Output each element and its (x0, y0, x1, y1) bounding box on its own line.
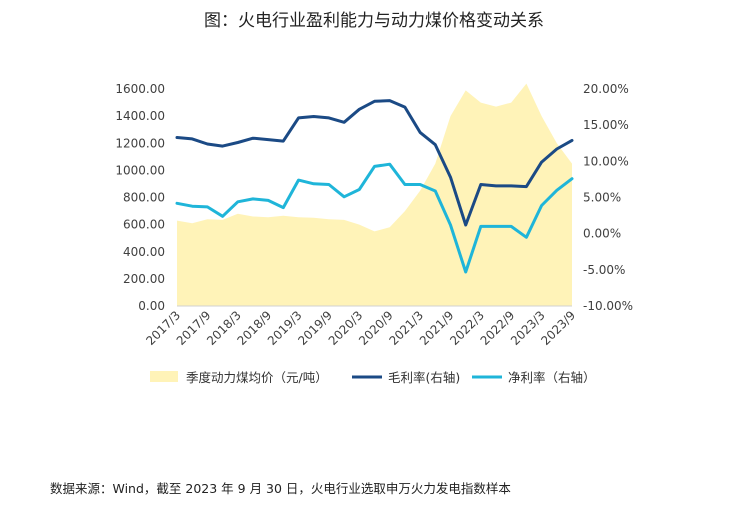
legend-gross-margin: 毛利率(右轴) (352, 370, 460, 385)
legend-net-margin: 净利率（右轴） (472, 370, 596, 385)
legend-label: 毛利率(右轴) (388, 370, 460, 385)
y-left-tick-label: 600.00 (123, 218, 165, 232)
y-right-tick-label: -5.00% (583, 263, 625, 277)
y-left-tick-label: 1600.00 (115, 82, 165, 96)
x-tick-label: 2023/9 (538, 308, 578, 348)
legend-swatch (150, 371, 178, 382)
source-note: 数据来源：Wind，截至 2023 年 9 月 30 日，火电行业选取申万火力发… (50, 481, 511, 496)
y-left-tick-label: 1200.00 (115, 136, 165, 150)
y-left-tick-label: 1400.00 (115, 109, 165, 123)
y-right-tick-label: 0.00% (583, 227, 621, 241)
y-left-tick-label: 200.00 (123, 272, 165, 286)
legend-label: 净利率（右轴） (508, 370, 596, 385)
y-left-tick-label: 800.00 (123, 191, 165, 205)
y-left-tick-label: 1000.00 (115, 163, 165, 177)
y-right-tick-label: 15.00% (583, 118, 629, 132)
y-left-tick-label: 0.00 (138, 299, 165, 313)
line-series-net-margin (175, 162, 574, 274)
line-series-gross-margin (175, 99, 574, 227)
y-left-tick-label: 400.00 (123, 245, 165, 259)
legend-coal-price: 季度动力煤均价（元/吨） (150, 370, 328, 385)
legend-label: 季度动力煤均价（元/吨） (186, 370, 328, 385)
y-right-tick-label: 10.00% (583, 154, 629, 168)
chart-title: 图：火电行业盈利能力与动力煤价格变动关系 (204, 11, 544, 31)
y-right-tick-label: -10.00% (583, 299, 633, 313)
y-right-tick-label: 20.00% (583, 82, 629, 96)
y-right-tick-label: 5.00% (583, 191, 621, 205)
area-series-coal-price (177, 83, 572, 306)
